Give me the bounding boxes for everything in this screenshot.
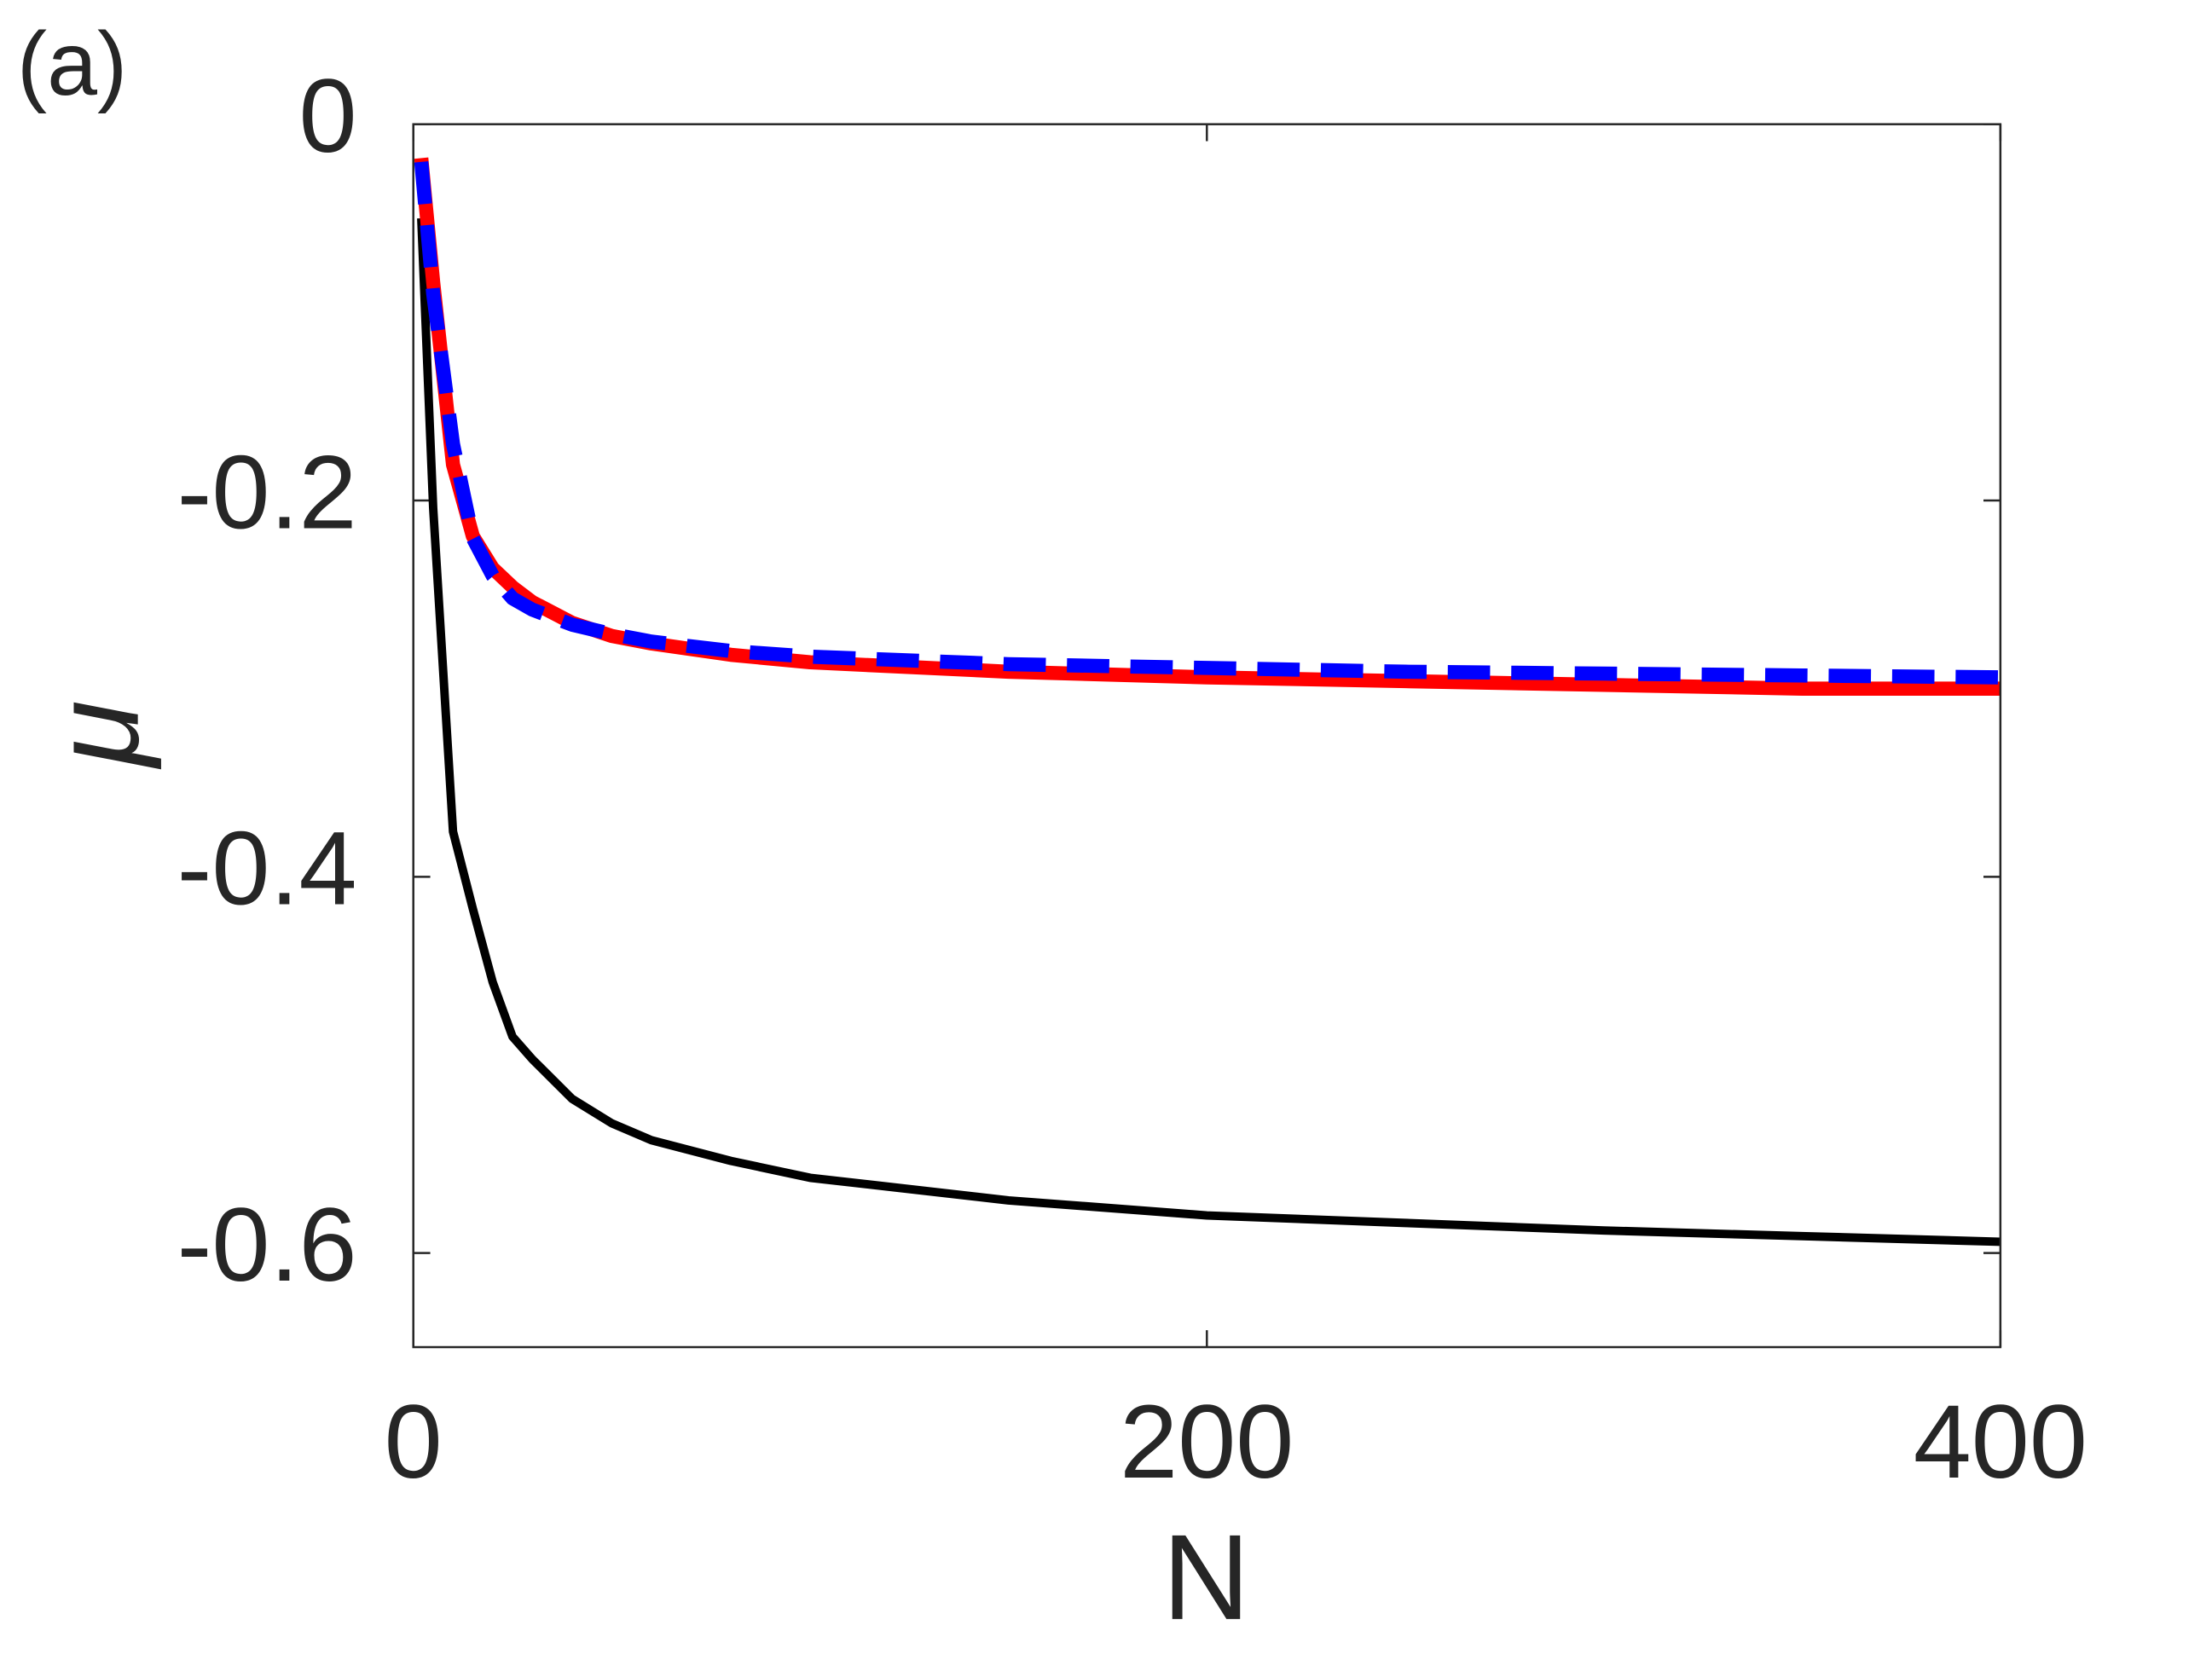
x-axis-label: N	[1162, 1510, 1250, 1646]
series-line	[417, 217, 2001, 1247]
x-tick-label: 0	[385, 1383, 443, 1500]
y-tick-label: -0.4	[177, 810, 357, 927]
series-line	[414, 161, 2001, 685]
x-tick-label: 200	[1120, 1383, 1294, 1500]
y-tick-label: 0	[298, 57, 356, 174]
plot-frame	[412, 123, 2002, 1349]
y-axis-label: μ	[29, 700, 165, 769]
panel-label: (a)	[17, 14, 127, 114]
x-tick-label: 400	[1914, 1383, 2088, 1500]
y-tick-label: -0.6	[177, 1186, 357, 1303]
series-line	[414, 157, 2001, 696]
y-tick-label: -0.2	[177, 433, 357, 550]
